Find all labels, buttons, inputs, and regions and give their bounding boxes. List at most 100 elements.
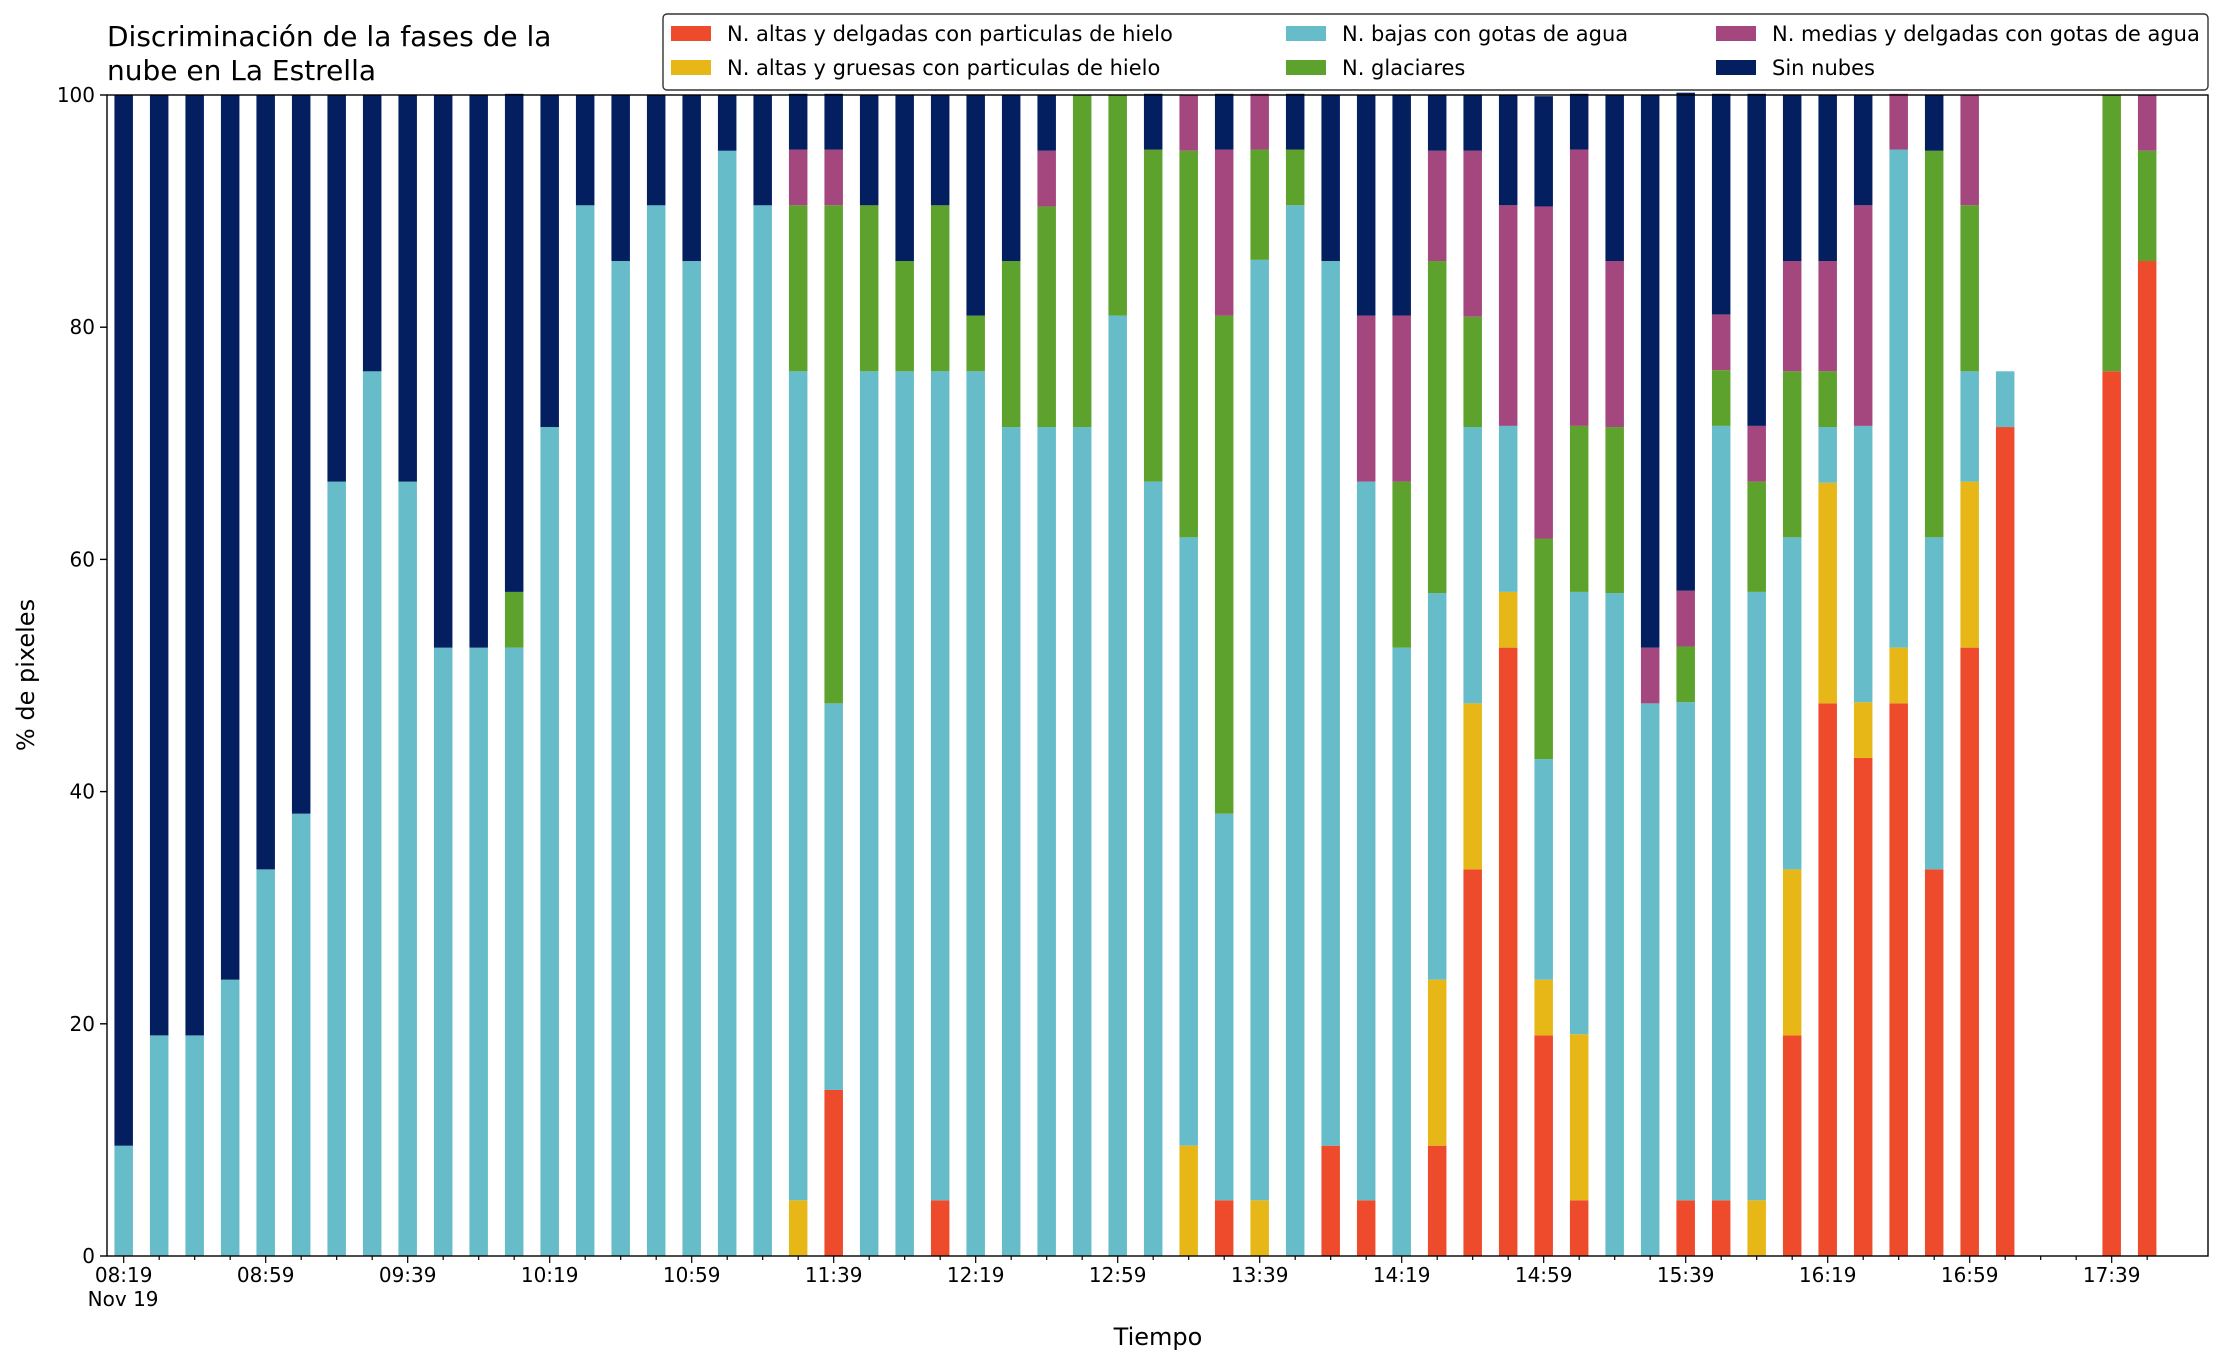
bar-segment <box>1427 979 1447 1146</box>
bar-segment <box>469 647 488 1256</box>
bar-segment <box>1818 482 1837 704</box>
bar-segment <box>433 95 453 648</box>
bar-segment <box>1356 315 1376 482</box>
y-tick-label: 0 <box>82 1244 95 1268</box>
bar-segment <box>1214 149 1234 316</box>
bar-segment <box>327 95 346 482</box>
bar-segment <box>1534 96 1553 207</box>
bar-segment <box>1853 95 1873 206</box>
bar-segment <box>1498 425 1518 592</box>
bar-segment <box>788 93 808 150</box>
bar-segment <box>1356 1200 1376 1256</box>
bar-segment <box>256 869 275 1256</box>
bar-segment <box>930 371 950 1201</box>
bar-segment <box>1037 427 1056 1256</box>
bar-segment <box>930 205 950 372</box>
bar-segment <box>717 95 737 151</box>
bar-segment <box>575 205 595 1256</box>
bar-segment <box>824 703 843 1090</box>
bar-segment <box>1392 95 1411 316</box>
bar-segment <box>1250 259 1269 1201</box>
x-tick-label: 08:59 <box>237 1263 295 1287</box>
bar-segment <box>1782 95 1802 262</box>
bar-segment <box>1747 425 1766 482</box>
bar-segment <box>1569 93 1589 150</box>
bar-segment <box>1534 1035 1553 1256</box>
bar-segment <box>1214 1200 1234 1256</box>
bar-segment <box>220 95 240 980</box>
bar-segment <box>362 371 382 1256</box>
bar-segment <box>1640 703 1660 1256</box>
bar-segment <box>1392 647 1411 1256</box>
bar-segment <box>1711 93 1731 315</box>
bar-segment <box>1037 206 1056 428</box>
bar-segment <box>966 371 985 1256</box>
x-axis-label: Tiempo <box>1113 1323 1203 1351</box>
bar-segment <box>1001 261 1021 428</box>
bar-segment <box>149 95 169 1036</box>
bar-segment <box>1960 371 1979 482</box>
bar-segment <box>1179 537 1198 1146</box>
bar-segment <box>1782 537 1802 870</box>
bar-segment <box>1285 149 1305 206</box>
bar-segment <box>1214 813 1234 1201</box>
x-tick-label: 14:19 <box>1373 1263 1431 1287</box>
bar-segment <box>291 95 311 814</box>
x-tick-label: 12:19 <box>947 1263 1005 1287</box>
bar-segment <box>1285 93 1305 150</box>
bar-segment <box>646 95 666 206</box>
bar-segment <box>1960 205 1979 372</box>
bar-segment <box>1250 1200 1269 1256</box>
legend-label: N. bajas con gotas de agua <box>1342 22 1628 46</box>
bar-segment <box>859 205 879 372</box>
bar-segment <box>1676 646 1695 703</box>
legend-swatch <box>1716 60 1756 75</box>
bar-segment <box>824 1089 843 1256</box>
bar-segment <box>1392 481 1411 648</box>
bar-segment <box>398 95 417 482</box>
bar-segment <box>1569 149 1589 426</box>
bar-segment <box>362 95 382 372</box>
legend-label: N. altas y delgadas con particulas de hi… <box>727 22 1173 46</box>
bar-segment <box>1676 702 1695 1201</box>
bar-segment <box>1214 93 1234 150</box>
bar-segment <box>1108 95 1127 316</box>
bar-segment <box>788 149 808 206</box>
bar-segment <box>1463 150 1482 317</box>
bar-segment <box>1747 591 1766 1201</box>
bar-segment <box>114 95 133 1146</box>
chart-title: Discriminación de la fases de la nube en… <box>107 20 552 87</box>
bar-segment <box>433 647 453 1256</box>
bar-segment <box>611 95 630 262</box>
bar-segment <box>1108 315 1127 1257</box>
bar-segment <box>966 95 985 316</box>
y-tick-label: 80 <box>70 315 95 339</box>
bar-segment <box>1143 93 1163 150</box>
bar-segment <box>682 95 701 262</box>
bar-segment <box>1392 315 1411 482</box>
bar-segment <box>185 95 204 1036</box>
bar-segment <box>1853 702 1873 758</box>
bar-segment <box>1356 481 1376 1201</box>
bar-segment <box>1427 95 1447 151</box>
bar-segment <box>930 1200 950 1256</box>
bar-segment <box>1640 647 1660 704</box>
x-tick-label: 11:39 <box>805 1263 863 1287</box>
bar-segment <box>1427 150 1447 262</box>
y-tick-label: 60 <box>70 547 95 571</box>
bar-segment <box>149 1035 169 1256</box>
bar-segment <box>753 205 772 1256</box>
bar-segment <box>1037 150 1056 207</box>
bar-segment <box>1818 371 1837 428</box>
legend-swatch <box>1286 60 1326 75</box>
x-tick-label: 17:39 <box>2083 1263 2141 1287</box>
bar-segment <box>1534 206 1553 539</box>
legend-box <box>662 13 2209 91</box>
bar-segment <box>1711 425 1731 1201</box>
bar-segment <box>1321 1145 1340 1256</box>
x-tick-label: 10:19 <box>521 1263 579 1287</box>
bar-segment <box>1889 93 1908 150</box>
bar-segment <box>1037 95 1056 151</box>
bar-segment <box>1605 261 1624 428</box>
